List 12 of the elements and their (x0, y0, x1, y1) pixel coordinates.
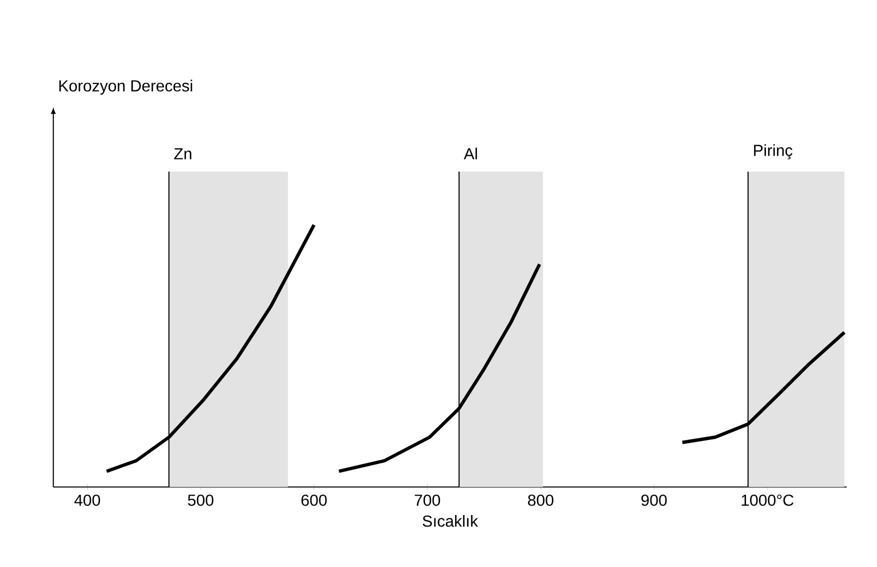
ref-line-label: Pirinç (754, 144, 792, 160)
x-axis-title: Sıcaklık (422, 515, 478, 527)
x-tick-label: 1000°C (742, 494, 794, 506)
x-tick-label: 900 (641, 494, 667, 506)
x-tick-label: 500 (188, 494, 214, 506)
x-tick-label: 400 (74, 494, 100, 506)
text: Korozyon Derecesi (59, 80, 192, 95)
x-tick-label: 800 (528, 494, 554, 506)
ref-line-label: Al (464, 148, 477, 160)
x-tick-label: 600 (301, 494, 327, 506)
x-tick-label: 700 (414, 494, 440, 506)
ref-line-label: Zn (174, 148, 192, 160)
